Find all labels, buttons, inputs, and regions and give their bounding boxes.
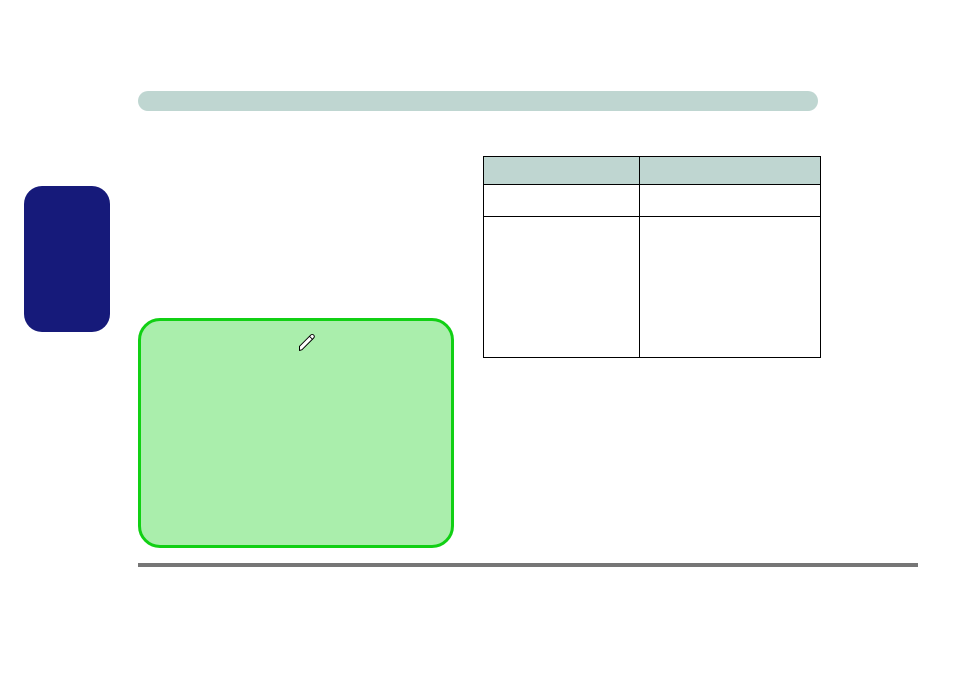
data-table-container [483,156,820,357]
table-cell-0-0 [484,185,640,217]
table-header-0 [484,157,640,185]
table-header-row [484,157,821,185]
green-panel [138,318,454,548]
table-cell-1-0 [484,217,640,358]
data-table [483,156,821,358]
table-header-1 [640,157,821,185]
table-row [484,185,821,217]
table-cell-1-1 [640,217,821,358]
pen-icon [297,333,317,353]
table-row [484,217,821,358]
top-rounded-bar [138,91,818,111]
bottom-divider [138,563,918,567]
navy-rounded-box [24,186,110,332]
table-cell-0-1 [640,185,821,217]
